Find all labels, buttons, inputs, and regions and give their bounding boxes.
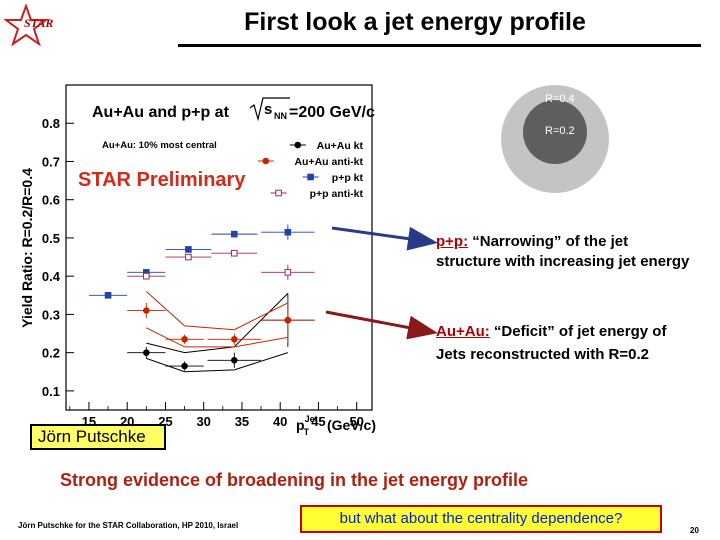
series-au-au-anti-kt <box>127 291 315 348</box>
series-p-p-kt <box>88 224 315 299</box>
legend-label: p+p kt <box>332 172 364 184</box>
chart-xlabel: pJet T (GeV/c) <box>296 414 376 437</box>
plot-frame <box>65 84 373 411</box>
xlabel-main: p <box>296 417 305 433</box>
data-point <box>143 349 150 356</box>
legend-marker <box>294 141 302 149</box>
data-point <box>143 307 150 314</box>
chart-title-prefix: Au+Au and p+p at <box>92 104 230 121</box>
chart-title-suffix: =200 GeV/c <box>289 104 375 121</box>
cone-radius-illustration: R=0.4 R=0.2 <box>501 85 609 193</box>
legend-label: Au+Au kt <box>317 140 364 152</box>
annotation-pp-lead: p+p: <box>436 233 469 250</box>
annotation-pp-line1: “Narrowing” of the jet <box>468 233 629 250</box>
systematic-band-lower <box>146 352 289 373</box>
xlabel-sub: T <box>303 427 310 437</box>
data-point <box>181 362 188 370</box>
chart-title-sub: NN <box>274 111 287 121</box>
title-divider <box>178 44 701 47</box>
annotation-auau-line2: Jets reconstructed with R=0.2 <box>436 346 649 363</box>
legend-marker <box>262 157 270 165</box>
author-box: Jörn Putschke <box>30 424 166 450</box>
annotation-auau-line1: “Deficit” of jet energy of <box>489 323 667 340</box>
y-tick-label: 0.6 <box>42 193 60 208</box>
data-point <box>185 253 192 261</box>
legend-label: p+p anti-kt <box>310 188 364 200</box>
data-point <box>284 228 292 236</box>
star-logo-icon <box>4 4 49 46</box>
data-point <box>104 291 112 299</box>
legend-label: Au+Au anti-kt <box>294 156 363 168</box>
outer-cone-label: R=0.4 <box>545 93 575 105</box>
sqrt-sign-icon <box>249 97 290 122</box>
data-point <box>231 249 238 257</box>
star-logo-text: STAR <box>24 16 53 30</box>
y-tick-label: 0.1 <box>42 384 60 399</box>
inner-cone-label: R=0.2 <box>545 125 575 137</box>
question-box: but what about the centrality dependence… <box>300 505 662 533</box>
jet-yield-ratio-chart: Yield Ratio: R=0.2/R=0.4 Au+Au and p+p a… <box>19 84 375 429</box>
chart-title-sqrt: s <box>264 101 272 118</box>
x-tick-label: 50 <box>349 414 363 429</box>
chart-subtitle: Au+Au: 10% most central <box>102 140 217 151</box>
y-tick-label: 0.5 <box>42 231 60 246</box>
y-tick-label: 0.4 <box>42 269 61 284</box>
star-logo: STAR <box>4 4 53 46</box>
chart-ylabel: Yield Ratio: R=0.2/R=0.4 <box>19 168 35 328</box>
xlabel-unit: (GeV/c) <box>323 417 376 433</box>
legend-marker <box>307 173 314 181</box>
systematic-band-upper <box>145 291 289 331</box>
annotation-auau: Au+Au: “Deficit” of jet energy of Jets r… <box>436 320 666 366</box>
annotation-pp: p+p: “Narrowing” of the jet structure wi… <box>436 232 689 272</box>
data-point <box>181 335 188 343</box>
data-point <box>143 272 150 280</box>
inner-cone-circle <box>523 100 587 164</box>
chart-title: Au+Au and p+p at <box>92 104 230 121</box>
data-point <box>231 230 238 238</box>
slide-title: First look a jet energy profile <box>244 8 586 36</box>
data-point <box>284 269 292 276</box>
x-tick-label: 45 <box>311 414 325 429</box>
page-number: 20 <box>690 526 699 535</box>
y-tick-label: 0.7 <box>42 154 60 169</box>
annotation-auau-lead: Au+Au: <box>436 323 490 340</box>
data-point <box>185 246 192 253</box>
conclusion-text: Strong evidence of broadening in the jet… <box>60 470 529 490</box>
x-tick-label: 35 <box>235 414 249 429</box>
y-tick-label: 0.2 <box>42 346 60 361</box>
x-tick-label: 40 <box>273 414 287 429</box>
systematic-band-lower <box>146 327 288 348</box>
annotation-pp-line2: structure with increasing jet energy <box>436 253 690 270</box>
chart-watermark: STAR Preliminary <box>78 169 246 191</box>
xlabel-sup: Jet <box>304 414 318 424</box>
data-point <box>284 316 292 324</box>
footer-credit: Jörn Putschke for the STAR Collaboration… <box>18 521 239 530</box>
x-tick-label: 30 <box>196 414 210 429</box>
series-p-p-anti-kt <box>127 249 315 280</box>
y-tick-label: 0.3 <box>42 307 60 322</box>
legend-marker <box>275 189 282 197</box>
data-point <box>231 356 238 364</box>
y-tick-label: 0.8 <box>42 116 60 131</box>
data-point <box>231 335 238 343</box>
